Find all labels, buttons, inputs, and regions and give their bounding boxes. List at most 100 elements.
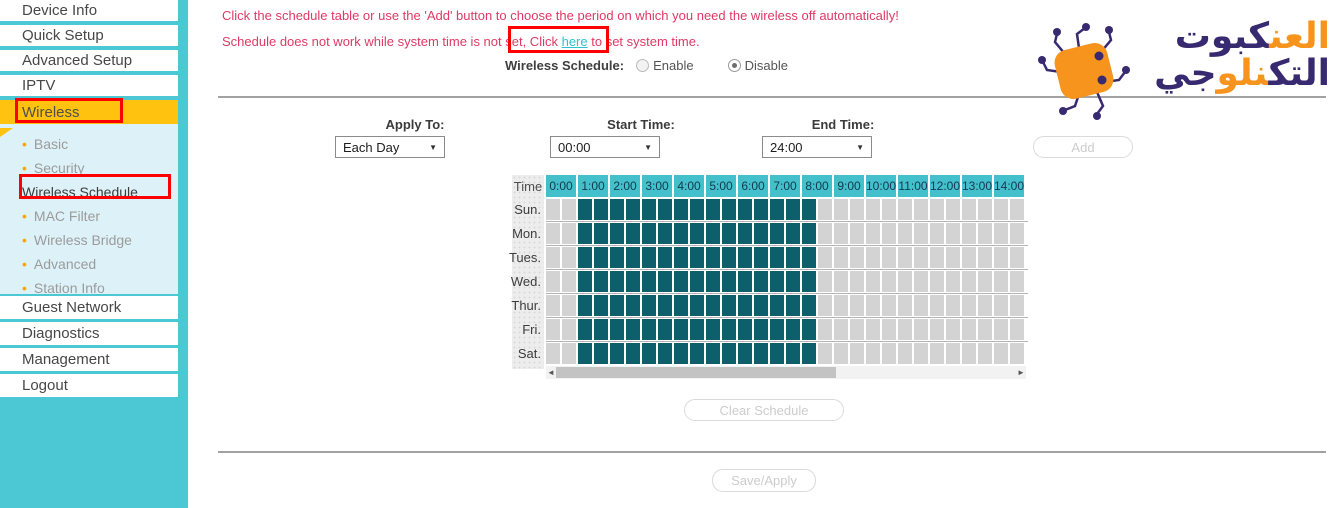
schedule-table[interactable]: Time 0:00 1:00 2:00 3:00 4:00 5:00 6:00 7:00 8:00… bbox=[509, 175, 1028, 379]
schedule-slot[interactable] bbox=[962, 199, 976, 220]
schedule-slot[interactable] bbox=[818, 199, 832, 220]
schedule-slot[interactable] bbox=[722, 247, 736, 268]
hour-header-cell[interactable]: 6:00 bbox=[738, 175, 768, 197]
schedule-slot[interactable] bbox=[546, 223, 560, 244]
schedule-slot[interactable] bbox=[690, 343, 704, 364]
schedule-slot[interactable] bbox=[578, 199, 592, 220]
schedule-slot[interactable] bbox=[706, 271, 720, 292]
schedule-slot[interactable] bbox=[642, 199, 656, 220]
schedule-slot[interactable] bbox=[642, 271, 656, 292]
add-button[interactable]: Add bbox=[1033, 136, 1133, 158]
schedule-slot[interactable] bbox=[578, 295, 592, 316]
schedule-slot[interactable] bbox=[866, 223, 880, 244]
sidebar-item-basic[interactable]: • Basic bbox=[0, 132, 178, 156]
schedule-slot[interactable] bbox=[930, 247, 944, 268]
hour-header-cell[interactable]: 0:00 bbox=[546, 175, 576, 197]
schedule-slot[interactable] bbox=[722, 319, 736, 340]
schedule-slot[interactable] bbox=[546, 343, 560, 364]
hour-header-cell[interactable]: 7:00 bbox=[770, 175, 800, 197]
schedule-slot[interactable] bbox=[930, 295, 944, 316]
schedule-slot[interactable] bbox=[690, 271, 704, 292]
sidebar-item-wireless-schedule[interactable]: Wireless Schedule bbox=[0, 180, 178, 204]
save-apply-button[interactable]: Save/Apply bbox=[712, 469, 816, 492]
sidebar-item-logout[interactable]: Logout bbox=[0, 374, 178, 397]
sidebar-item-guest-network[interactable]: Guest Network bbox=[0, 296, 178, 319]
schedule-slot[interactable] bbox=[866, 199, 880, 220]
schedule-slot[interactable] bbox=[834, 271, 848, 292]
schedule-slot[interactable] bbox=[738, 223, 752, 244]
schedule-slot[interactable] bbox=[770, 295, 784, 316]
hour-header-cell[interactable]: 9:00 bbox=[834, 175, 864, 197]
schedule-slot[interactable] bbox=[610, 343, 624, 364]
schedule-slot[interactable] bbox=[610, 223, 624, 244]
hour-header-cell[interactable]: 4:00 bbox=[674, 175, 704, 197]
schedule-slot[interactable] bbox=[562, 271, 576, 292]
schedule-slot[interactable] bbox=[674, 295, 688, 316]
schedule-slot[interactable] bbox=[850, 199, 864, 220]
schedule-slot[interactable] bbox=[674, 223, 688, 244]
sidebar-item-advanced[interactable]: • Advanced bbox=[0, 252, 178, 276]
schedule-slot[interactable] bbox=[818, 247, 832, 268]
apply-to-select[interactable]: Each Day ▼ bbox=[335, 136, 445, 158]
sidebar-item-security[interactable]: • Security bbox=[0, 156, 178, 180]
schedule-slot[interactable] bbox=[978, 223, 992, 244]
schedule-slot[interactable] bbox=[898, 319, 912, 340]
schedule-slot[interactable] bbox=[1010, 319, 1024, 340]
schedule-slot[interactable] bbox=[898, 247, 912, 268]
schedule-slot[interactable] bbox=[946, 295, 960, 316]
schedule-slot[interactable] bbox=[578, 271, 592, 292]
schedule-slot[interactable] bbox=[738, 343, 752, 364]
schedule-slot[interactable] bbox=[658, 223, 672, 244]
schedule-slot[interactable] bbox=[626, 223, 640, 244]
schedule-slot[interactable] bbox=[562, 223, 576, 244]
schedule-slot[interactable] bbox=[546, 247, 560, 268]
schedule-slot[interactable] bbox=[754, 199, 768, 220]
schedule-slot[interactable] bbox=[578, 319, 592, 340]
schedule-slot[interactable] bbox=[802, 319, 816, 340]
schedule-slot[interactable] bbox=[658, 295, 672, 316]
schedule-slot[interactable] bbox=[850, 247, 864, 268]
sidebar-item-diagnostics[interactable]: Diagnostics bbox=[0, 322, 178, 345]
sidebar-item-advanced-setup[interactable]: Advanced Setup bbox=[0, 50, 178, 71]
sidebar-item-quick-setup[interactable]: Quick Setup bbox=[0, 25, 178, 46]
schedule-slot[interactable] bbox=[802, 223, 816, 244]
schedule-slot[interactable] bbox=[562, 199, 576, 220]
schedule-slot[interactable] bbox=[642, 319, 656, 340]
sidebar-item-wireless[interactable]: Wireless bbox=[0, 100, 178, 124]
schedule-slot[interactable] bbox=[866, 295, 880, 316]
schedule-slot[interactable] bbox=[642, 223, 656, 244]
schedule-slot[interactable] bbox=[754, 223, 768, 244]
schedule-slot[interactable] bbox=[882, 319, 896, 340]
schedule-slot[interactable] bbox=[850, 319, 864, 340]
scrollbar-thumb[interactable] bbox=[556, 367, 836, 378]
schedule-slot[interactable] bbox=[994, 343, 1008, 364]
schedule-slot[interactable] bbox=[594, 343, 608, 364]
schedule-slot[interactable] bbox=[722, 223, 736, 244]
hour-header-cell[interactable]: 11:00 bbox=[898, 175, 928, 197]
schedule-slot[interactable] bbox=[674, 247, 688, 268]
schedule-slot[interactable] bbox=[850, 223, 864, 244]
clear-schedule-button[interactable]: Clear Schedule bbox=[684, 399, 844, 421]
sidebar-item-mac-filter[interactable]: • MAC Filter bbox=[0, 204, 178, 228]
schedule-slot[interactable] bbox=[546, 199, 560, 220]
schedule-slot[interactable] bbox=[562, 319, 576, 340]
schedule-slot[interactable] bbox=[962, 223, 976, 244]
schedule-slot[interactable] bbox=[978, 271, 992, 292]
hour-header-cell[interactable]: 8:00 bbox=[802, 175, 832, 197]
schedule-slot[interactable] bbox=[962, 271, 976, 292]
schedule-slot[interactable] bbox=[658, 343, 672, 364]
schedule-slot[interactable] bbox=[722, 271, 736, 292]
schedule-slot[interactable] bbox=[914, 319, 928, 340]
schedule-slot[interactable] bbox=[674, 271, 688, 292]
schedule-slot[interactable] bbox=[786, 223, 800, 244]
schedule-slot[interactable] bbox=[994, 223, 1008, 244]
schedule-slot[interactable] bbox=[786, 271, 800, 292]
schedule-slot[interactable] bbox=[898, 295, 912, 316]
schedule-slot[interactable] bbox=[562, 247, 576, 268]
schedule-slot[interactable] bbox=[626, 247, 640, 268]
schedule-slot[interactable] bbox=[914, 223, 928, 244]
hour-header-cell[interactable]: 14:00 bbox=[994, 175, 1024, 197]
schedule-slot[interactable] bbox=[898, 199, 912, 220]
schedule-slot[interactable] bbox=[786, 319, 800, 340]
schedule-slot[interactable] bbox=[722, 295, 736, 316]
